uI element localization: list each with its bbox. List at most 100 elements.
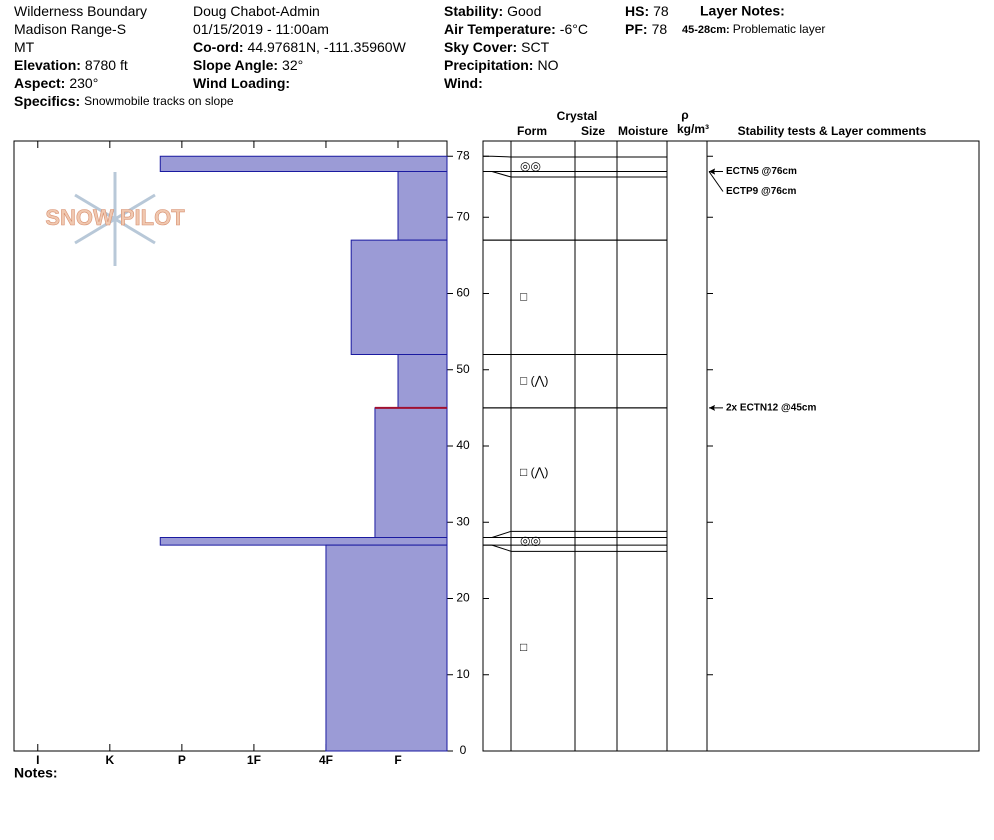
hardness-bar — [374, 407, 448, 538]
field-label: Co-ord: — [193, 39, 244, 55]
hardness-bar — [397, 354, 448, 409]
field-label: HS: — [625, 3, 649, 19]
x-tick-label: P — [178, 753, 186, 767]
notes-label: Notes: — [14, 765, 58, 781]
header-field: 01/15/2019 - 11:00am — [193, 21, 329, 37]
field-value: 8780 ft — [85, 57, 128, 73]
layer-note: 45-28cm: Problematic layer — [682, 22, 825, 36]
field-label: Specifics: — [14, 93, 80, 109]
field-value: SCT — [521, 39, 549, 55]
field-label: Slope Angle: — [193, 57, 278, 73]
header-field: Precipitation: NO — [444, 57, 559, 73]
header-field: Specifics: Snowmobile tracks on slope — [14, 93, 234, 109]
field-value: Madison Range-S — [14, 21, 126, 37]
column-header: Stability tests & Layer comments — [738, 124, 927, 138]
layer-boundary — [491, 171, 512, 178]
field-value: 78 — [652, 21, 668, 37]
hardness-bar — [159, 537, 448, 546]
y-tick-label: 60 — [456, 286, 470, 300]
crystal-form: ◎◎ — [520, 159, 541, 173]
y-tick-label: 50 — [456, 362, 470, 376]
y-tick-label: 20 — [456, 591, 470, 605]
header-field: MT — [14, 39, 35, 55]
logo-text: SNOW PILOT — [45, 205, 185, 230]
x-tick-label: F — [394, 753, 401, 767]
crystal-form: □ (⋀) — [520, 373, 548, 387]
field-value: MT — [14, 39, 35, 55]
header-field: Elevation: 8780 ft — [14, 57, 128, 73]
column-header: ρ — [681, 108, 688, 122]
header-field: Wind Loading: — [193, 75, 290, 91]
column-header: Size — [581, 124, 605, 138]
header-field: Co-ord: 44.97681N, -111.35960W — [193, 39, 407, 55]
arrow-head — [709, 404, 715, 411]
header-field: Stability: Good — [444, 3, 541, 19]
header-field: HS: 78 — [625, 3, 669, 19]
field-value: Wilderness Boundary — [14, 3, 147, 19]
test-label: 2x ECTN12 @45cm — [726, 403, 816, 414]
y-tick-label: 40 — [456, 438, 470, 452]
y-tick-label: 70 — [456, 209, 470, 223]
x-tick-label: 1F — [247, 753, 261, 767]
column-header: Crystal — [557, 109, 598, 123]
field-label: Stability: — [444, 3, 503, 19]
snowflake-logo — [74, 172, 156, 266]
note-value: Problematic layer — [733, 22, 826, 36]
hardness-bar — [350, 239, 448, 355]
header-field: Aspect: 230° — [14, 75, 98, 91]
column-header: kg/m³ — [677, 122, 709, 136]
field-label: Wind Loading: — [193, 75, 290, 91]
header-field: Wilderness Boundary — [14, 3, 147, 19]
field-label: Aspect: — [14, 75, 65, 91]
x-tick-label: K — [105, 753, 114, 767]
hardness-bar — [397, 171, 448, 241]
y-tick-label: 78 — [456, 148, 470, 162]
column-header: Moisture — [618, 124, 668, 138]
field-value: NO — [537, 57, 558, 73]
header-field: Air Temperature: -6°C — [444, 21, 588, 37]
x-tick-label: 4F — [319, 753, 333, 767]
arrow-head — [709, 168, 715, 175]
crystal-form: □ — [520, 640, 527, 654]
test-label: ECTP9 @76cm — [726, 186, 796, 197]
header-field: Wind: — [444, 75, 483, 91]
test-label: ECTN5 @76cm — [726, 166, 797, 177]
y-tick-label: 0 — [460, 743, 467, 757]
field-value: 32° — [282, 57, 303, 73]
test-arrow — [708, 171, 724, 192]
crystal-form: ◎◎ — [520, 533, 541, 547]
field-label: PF: — [625, 21, 648, 37]
layer-boundary — [491, 544, 512, 552]
field-value: Doug Chabot-Admin — [193, 3, 320, 19]
crystal-form: □ — [520, 289, 527, 303]
column-header: Form — [517, 124, 547, 138]
field-value: Snowmobile tracks on slope — [84, 94, 234, 108]
field-value: 78 — [653, 3, 669, 19]
field-value: 230° — [69, 75, 98, 91]
note-label: 45-28cm: — [682, 24, 730, 36]
field-value: 44.97681N, -111.35960W — [248, 39, 407, 55]
layer-boundary — [491, 155, 512, 158]
header-field: PF: 78 — [625, 21, 667, 37]
y-tick-label: 10 — [456, 667, 470, 681]
crystal-form: □ (⋀) — [520, 465, 548, 479]
field-label: Precipitation: — [444, 57, 533, 73]
header-field: Doug Chabot-Admin — [193, 3, 320, 19]
field-value: 01/15/2019 - 11:00am — [193, 21, 329, 37]
hardness-bar — [159, 155, 448, 172]
header-field: Madison Range-S — [14, 21, 126, 37]
field-label: Sky Cover: — [444, 39, 517, 55]
layer-boundary — [491, 530, 512, 538]
field-label: Wind: — [444, 75, 483, 91]
field-label: Elevation: — [14, 57, 81, 73]
header-field: Sky Cover: SCT — [444, 39, 550, 55]
layer-table-frame — [482, 140, 980, 752]
x-tick-label: I — [36, 753, 39, 767]
field-value: Good — [507, 3, 541, 19]
field-label: Air Temperature: — [444, 21, 556, 37]
field-value: -6°C — [560, 21, 588, 37]
hardness-bar — [325, 544, 448, 752]
y-tick-label: 30 — [456, 514, 470, 528]
header-field: Slope Angle: 32° — [193, 57, 303, 73]
